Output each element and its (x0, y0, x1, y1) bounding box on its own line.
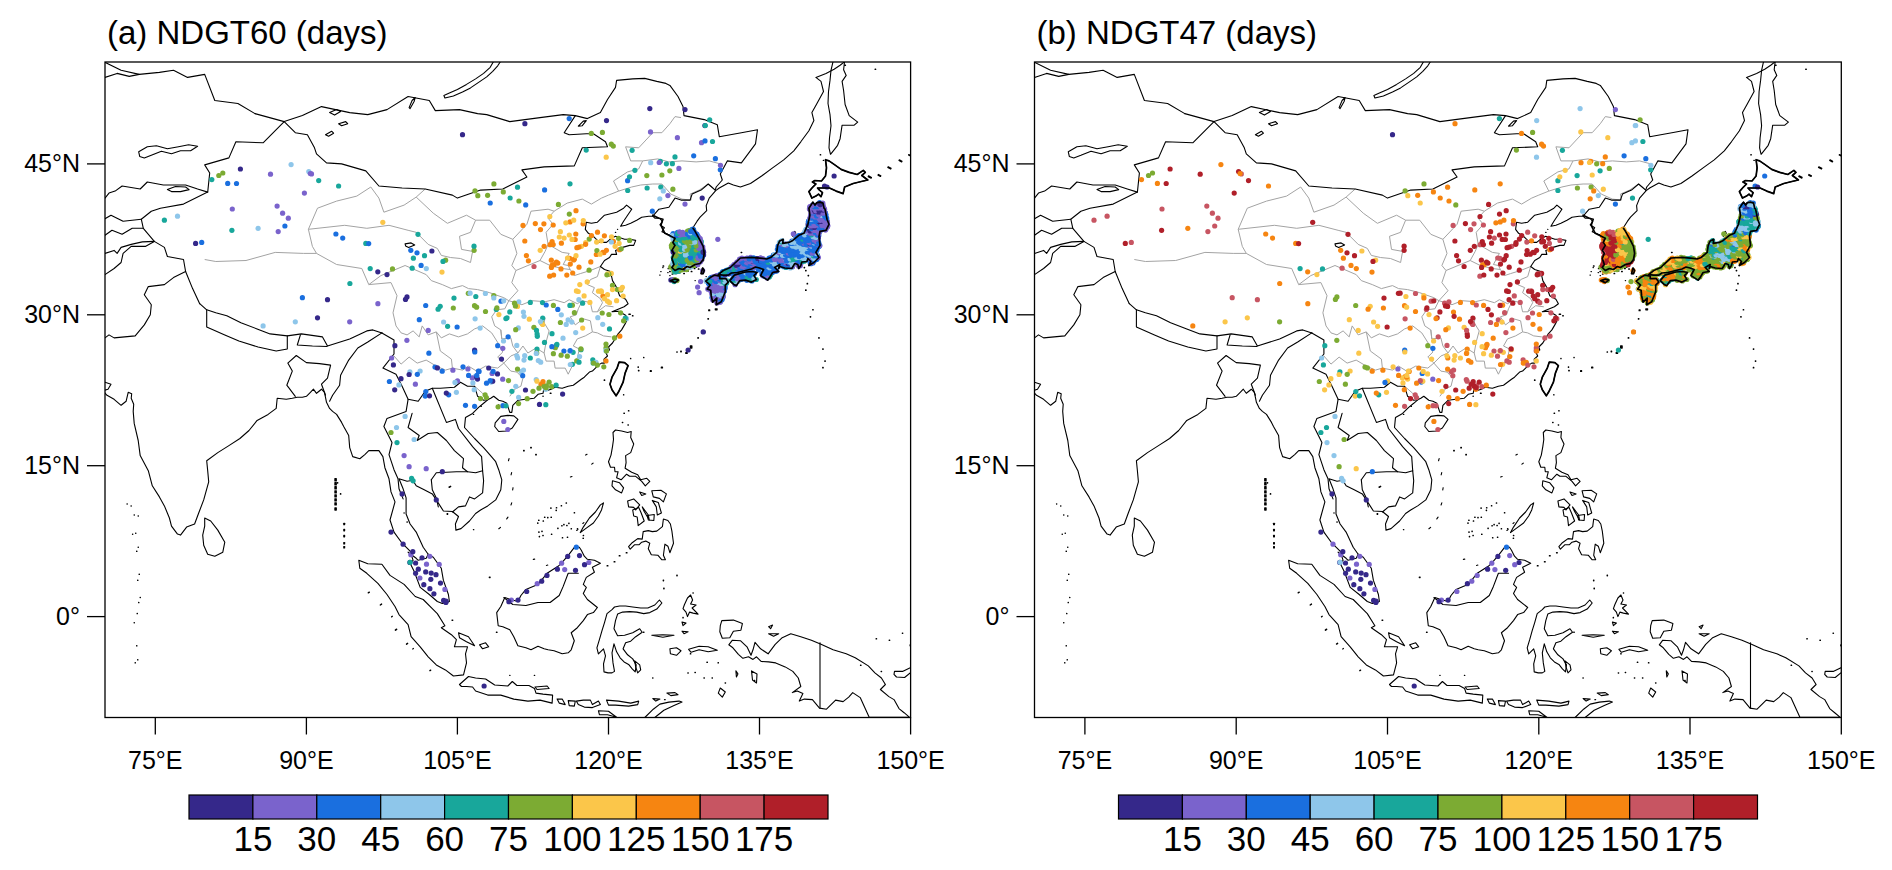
svg-text:125: 125 (1537, 819, 1595, 858)
svg-text:90°E: 90°E (1209, 746, 1263, 774)
svg-text:0°: 0° (56, 602, 80, 630)
svg-text:120°E: 120°E (574, 746, 642, 774)
svg-text:45°N: 45°N (24, 149, 80, 177)
svg-text:60: 60 (1355, 819, 1394, 858)
svg-text:175: 175 (735, 819, 793, 858)
svg-text:45: 45 (361, 819, 400, 858)
svg-text:30°N: 30°N (954, 300, 1010, 328)
svg-text:30: 30 (1227, 819, 1266, 858)
svg-text:15°N: 15°N (954, 451, 1010, 479)
svg-text:150°E: 150°E (1807, 746, 1875, 774)
svg-text:(a) NDGT60 (days): (a) NDGT60 (days) (107, 14, 388, 51)
svg-text:135°E: 135°E (1656, 746, 1724, 774)
svg-text:75°E: 75°E (1058, 746, 1112, 774)
svg-text:150: 150 (1600, 819, 1658, 858)
svg-text:75: 75 (489, 819, 528, 858)
svg-text:30°N: 30°N (24, 300, 80, 328)
svg-text:120°E: 120°E (1505, 746, 1573, 774)
svg-text:15: 15 (1163, 819, 1202, 858)
svg-text:15: 15 (233, 819, 272, 858)
svg-text:150: 150 (671, 819, 729, 858)
svg-text:75: 75 (1419, 819, 1458, 858)
svg-text:100: 100 (1473, 819, 1531, 858)
svg-text:(b) NDGT47 (days): (b) NDGT47 (days) (1037, 14, 1318, 51)
svg-text:30: 30 (297, 819, 336, 858)
svg-text:175: 175 (1664, 819, 1722, 858)
svg-text:60: 60 (425, 819, 464, 858)
svg-text:125: 125 (607, 819, 665, 858)
svg-text:135°E: 135°E (725, 746, 793, 774)
svg-text:90°E: 90°E (279, 746, 333, 774)
svg-text:45°N: 45°N (954, 149, 1010, 177)
svg-text:15°N: 15°N (24, 451, 80, 479)
svg-text:100: 100 (543, 819, 601, 858)
svg-text:150°E: 150°E (876, 746, 944, 774)
svg-text:45: 45 (1291, 819, 1330, 858)
svg-text:105°E: 105°E (1353, 746, 1421, 774)
svg-text:0°: 0° (986, 602, 1010, 630)
svg-text:75°E: 75°E (128, 746, 182, 774)
svg-text:105°E: 105°E (423, 746, 491, 774)
